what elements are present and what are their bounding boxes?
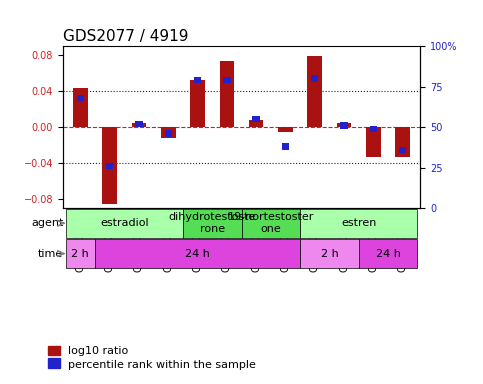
- FancyBboxPatch shape: [95, 239, 300, 268]
- Text: estradiol: estradiol: [100, 218, 149, 228]
- FancyBboxPatch shape: [66, 239, 95, 268]
- FancyBboxPatch shape: [300, 239, 359, 268]
- Text: 24 h: 24 h: [185, 248, 210, 258]
- Text: 2 h: 2 h: [71, 248, 89, 258]
- Bar: [165, 131, 172, 137]
- Bar: [135, 121, 142, 127]
- Text: dihydrotestoste
rone: dihydrotestoste rone: [169, 212, 256, 234]
- Bar: [337, 122, 351, 127]
- Bar: [102, 127, 117, 204]
- Bar: [194, 77, 201, 83]
- Bar: [399, 147, 406, 153]
- Bar: [106, 163, 114, 169]
- Text: 24 h: 24 h: [376, 248, 400, 258]
- Bar: [161, 127, 176, 138]
- Bar: [282, 144, 289, 150]
- Bar: [223, 77, 230, 83]
- Bar: [311, 75, 318, 81]
- Bar: [278, 127, 293, 132]
- FancyBboxPatch shape: [66, 209, 183, 238]
- Bar: [73, 88, 88, 127]
- Bar: [341, 122, 348, 129]
- Bar: [395, 127, 410, 157]
- Bar: [369, 126, 377, 132]
- Text: 19-nortestoster
one: 19-nortestoster one: [227, 212, 314, 234]
- Text: log10 ratio: log10 ratio: [68, 346, 128, 356]
- FancyBboxPatch shape: [359, 239, 417, 268]
- Bar: [253, 116, 260, 122]
- Bar: [366, 127, 381, 157]
- Text: agent: agent: [31, 218, 63, 228]
- Text: percentile rank within the sample: percentile rank within the sample: [68, 360, 256, 370]
- FancyBboxPatch shape: [242, 209, 300, 238]
- Text: GDS2077 / 4919: GDS2077 / 4919: [63, 28, 188, 43]
- FancyBboxPatch shape: [183, 209, 242, 238]
- Bar: [132, 122, 146, 127]
- FancyBboxPatch shape: [300, 209, 417, 238]
- Text: 2 h: 2 h: [321, 248, 338, 258]
- Bar: [249, 120, 263, 127]
- Bar: [77, 95, 84, 101]
- Bar: [307, 56, 322, 127]
- Text: estren: estren: [341, 218, 376, 228]
- Bar: [190, 80, 205, 127]
- Text: time: time: [38, 248, 63, 258]
- Bar: [220, 61, 234, 127]
